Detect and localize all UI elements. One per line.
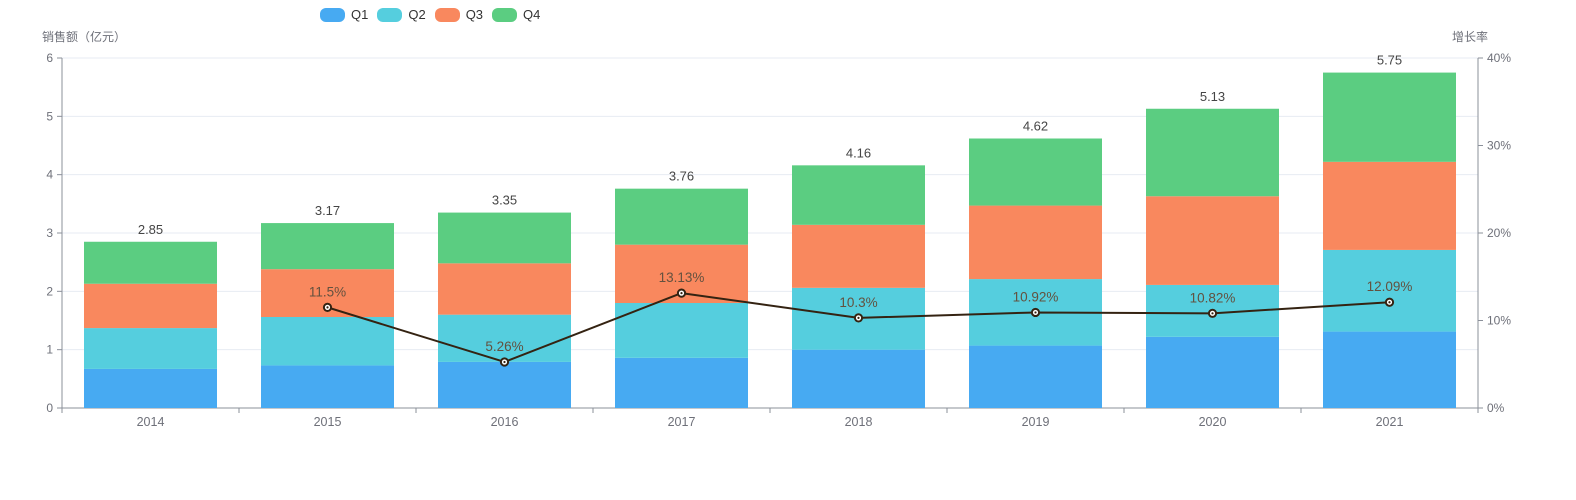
left-axis-tick-label: 4 [46,168,53,182]
legend-item-label: Q3 [465,7,484,22]
legend-swatch-icon [492,8,518,22]
bar-segment-q3-2020[interactable] [1146,196,1279,285]
x-axis-category-label: 2019 [1022,415,1050,429]
x-axis-category-label: 2020 [1199,415,1227,429]
x-axis-category-label: 2018 [845,415,873,429]
left-axis-tick-label: 3 [46,226,53,240]
right-axis-tick-label: 40% [1487,51,1511,65]
left-axis-tick-label: 5 [46,109,53,123]
bar-segment-q2-2015[interactable] [261,317,394,366]
bar-segment-q1-2020[interactable] [1146,336,1279,408]
growth-point-center-icon [680,292,683,295]
growth-point-center-icon [503,360,506,364]
bar-segment-q4-2021[interactable] [1323,72,1456,162]
bar-segment-q2-2014[interactable] [84,328,217,369]
bar-segment-q4-2015[interactable] [261,223,394,270]
bar-segment-q2-2017[interactable] [615,303,748,358]
bar-total-label-2015: 3.17 [315,203,340,218]
bar-total-label-2016: 3.35 [492,193,517,208]
bar-segment-q1-2016[interactable] [438,361,571,408]
bar-total-label-2018: 4.16 [846,145,871,160]
bar-total-label-2014: 2.85 [138,222,163,237]
bar-segment-q1-2018[interactable] [792,349,925,408]
legend-item-label: Q4 [523,7,541,22]
right-axis-tick-label: 10% [1487,314,1511,328]
bar-segment-q1-2015[interactable] [261,365,394,408]
bar-total-label-2021: 5.75 [1377,53,1402,68]
bar-segment-q1-2014[interactable] [84,368,217,408]
bar-segment-q3-2021[interactable] [1323,161,1456,250]
legend-item-label: Q2 [408,7,426,22]
bar-total-label-2017: 3.76 [669,169,694,184]
legend-item-q1[interactable]: Q1 [320,8,368,22]
legend-swatch-icon [320,8,345,22]
legend-item-q3[interactable]: Q3 [434,7,484,22]
growth-point-label-2016: 5.26% [485,339,523,354]
growth-point-label-2017: 13.13% [659,270,705,285]
legend-swatch-icon [434,8,460,22]
legend-swatch-icon [377,8,403,22]
bar-segment-q3-2018[interactable] [792,224,925,288]
right-axis-tick-label: 20% [1487,226,1511,240]
growth-point-center-icon [326,306,329,309]
bar-segment-q4-2016[interactable] [438,212,571,264]
bar-segment-q1-2019[interactable] [969,345,1102,408]
right-axis-tick-label: 0% [1487,401,1505,415]
growth-point-label-2018: 10.3% [839,295,877,310]
bar-segment-q4-2018[interactable] [792,165,925,225]
bar-total-label-2019: 4.62 [1023,119,1048,134]
legend-item-label: Q1 [351,7,369,22]
bar-segment-q1-2017[interactable] [615,357,748,408]
x-axis-category-label: 2016 [491,415,519,429]
bar-segment-q2-2021[interactable] [1323,249,1456,332]
bar-segment-q3-2019[interactable] [969,205,1102,280]
bar-segment-q1-2021[interactable] [1323,331,1456,408]
left-axis-tick-label: 2 [46,284,53,298]
x-axis-category-label: 2015 [314,415,342,429]
left-axis-tick-label: 0 [46,401,53,415]
bar-total-label-2020: 5.13 [1200,89,1225,104]
bar-segment-q4-2017[interactable] [615,188,748,245]
growth-point-center-icon [857,316,860,319]
right-axis-title: 增长率 [1452,30,1489,44]
bar-segment-q3-2016[interactable] [438,263,571,315]
growth-point-center-icon [1211,312,1214,315]
x-axis-category-label: 2014 [137,415,165,429]
legend-item-q4[interactable]: Q4 [492,8,540,22]
growth-point-center-icon [1034,311,1037,314]
x-axis-category-label: 2021 [1376,415,1404,429]
left-axis-tick-label: 1 [46,343,53,357]
left-axis-title: 销售额（亿元） [42,30,127,44]
bar-segment-q4-2014[interactable] [84,241,217,284]
growth-point-label-2020: 10.82% [1190,290,1236,305]
growth-point-center-icon [1388,301,1391,304]
x-axis-category-label: 2017 [668,415,696,429]
bar-segment-q4-2019[interactable] [969,138,1102,206]
legend-item-q2[interactable]: Q2 [377,7,426,22]
legend: Q1 Q2 Q3 Q4 [320,8,540,22]
bar-segment-q3-2014[interactable] [84,283,217,329]
bar-segment-q4-2020[interactable] [1146,108,1279,197]
growth-point-label-2019: 10.92% [1013,289,1059,304]
right-axis-tick-label: 30% [1487,139,1511,153]
growth-point-label-2021: 12.09% [1367,279,1413,294]
growth-point-label-2015: 11.5% [309,284,346,299]
bar-segment-q2-2016[interactable] [438,314,571,362]
left-axis-tick-label: 6 [46,51,53,65]
